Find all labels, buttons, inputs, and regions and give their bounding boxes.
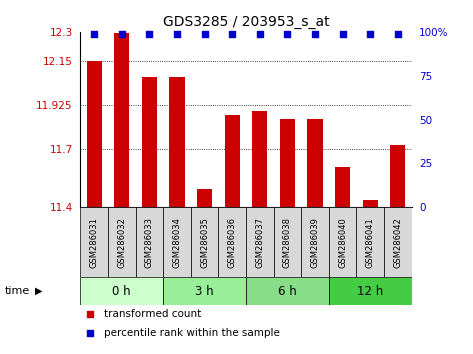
Bar — [307, 119, 323, 207]
Bar — [163, 278, 246, 305]
Point — [173, 31, 181, 36]
Bar — [384, 207, 412, 278]
Point — [283, 31, 291, 36]
Bar — [80, 207, 108, 278]
Text: GSM286038: GSM286038 — [283, 217, 292, 268]
Point — [333, 256, 340, 261]
Text: 12 h: 12 h — [357, 285, 383, 298]
Bar — [87, 62, 102, 207]
Bar — [163, 207, 191, 278]
Text: GSM286036: GSM286036 — [228, 217, 236, 268]
Title: GDS3285 / 203953_s_at: GDS3285 / 203953_s_at — [163, 16, 329, 29]
Bar — [246, 207, 273, 278]
Bar — [197, 189, 212, 207]
Text: GSM286039: GSM286039 — [310, 217, 319, 268]
Bar — [329, 278, 412, 305]
Text: GSM286035: GSM286035 — [200, 217, 209, 268]
Bar — [169, 77, 184, 207]
Bar — [335, 167, 350, 207]
Text: GSM286034: GSM286034 — [173, 217, 182, 268]
Bar — [219, 207, 246, 278]
Point — [394, 31, 402, 36]
Bar — [191, 207, 219, 278]
Bar — [280, 119, 295, 207]
Point — [339, 31, 346, 36]
Point — [228, 31, 236, 36]
Text: GSM286042: GSM286042 — [393, 217, 402, 268]
Point — [201, 31, 208, 36]
Bar — [301, 207, 329, 278]
Point — [366, 31, 374, 36]
Bar — [273, 207, 301, 278]
Text: 3 h: 3 h — [195, 285, 214, 298]
Bar — [80, 278, 163, 305]
Bar — [225, 115, 240, 207]
Bar — [142, 77, 157, 207]
Bar — [252, 111, 267, 207]
Point — [146, 31, 153, 36]
Point — [311, 31, 319, 36]
Bar — [108, 207, 136, 278]
Point — [256, 31, 263, 36]
Text: GSM286041: GSM286041 — [366, 217, 375, 268]
Text: ▶: ▶ — [35, 286, 42, 296]
Point — [90, 31, 98, 36]
Text: transformed count: transformed count — [104, 309, 201, 319]
Bar — [390, 145, 405, 207]
Point — [333, 80, 340, 86]
Text: 6 h: 6 h — [278, 285, 297, 298]
Bar — [329, 207, 356, 278]
Text: GSM286032: GSM286032 — [117, 217, 126, 268]
Text: percentile rank within the sample: percentile rank within the sample — [104, 328, 280, 338]
Text: GSM286033: GSM286033 — [145, 217, 154, 268]
Bar — [356, 207, 384, 278]
Text: time: time — [5, 286, 30, 296]
Bar — [246, 278, 329, 305]
Text: GSM286040: GSM286040 — [338, 217, 347, 268]
Text: GSM286037: GSM286037 — [255, 217, 264, 268]
Bar — [362, 200, 378, 207]
Bar — [136, 207, 163, 278]
Text: 0 h: 0 h — [113, 285, 131, 298]
Point — [118, 31, 126, 36]
Text: GSM286031: GSM286031 — [90, 217, 99, 268]
Bar — [114, 33, 130, 207]
